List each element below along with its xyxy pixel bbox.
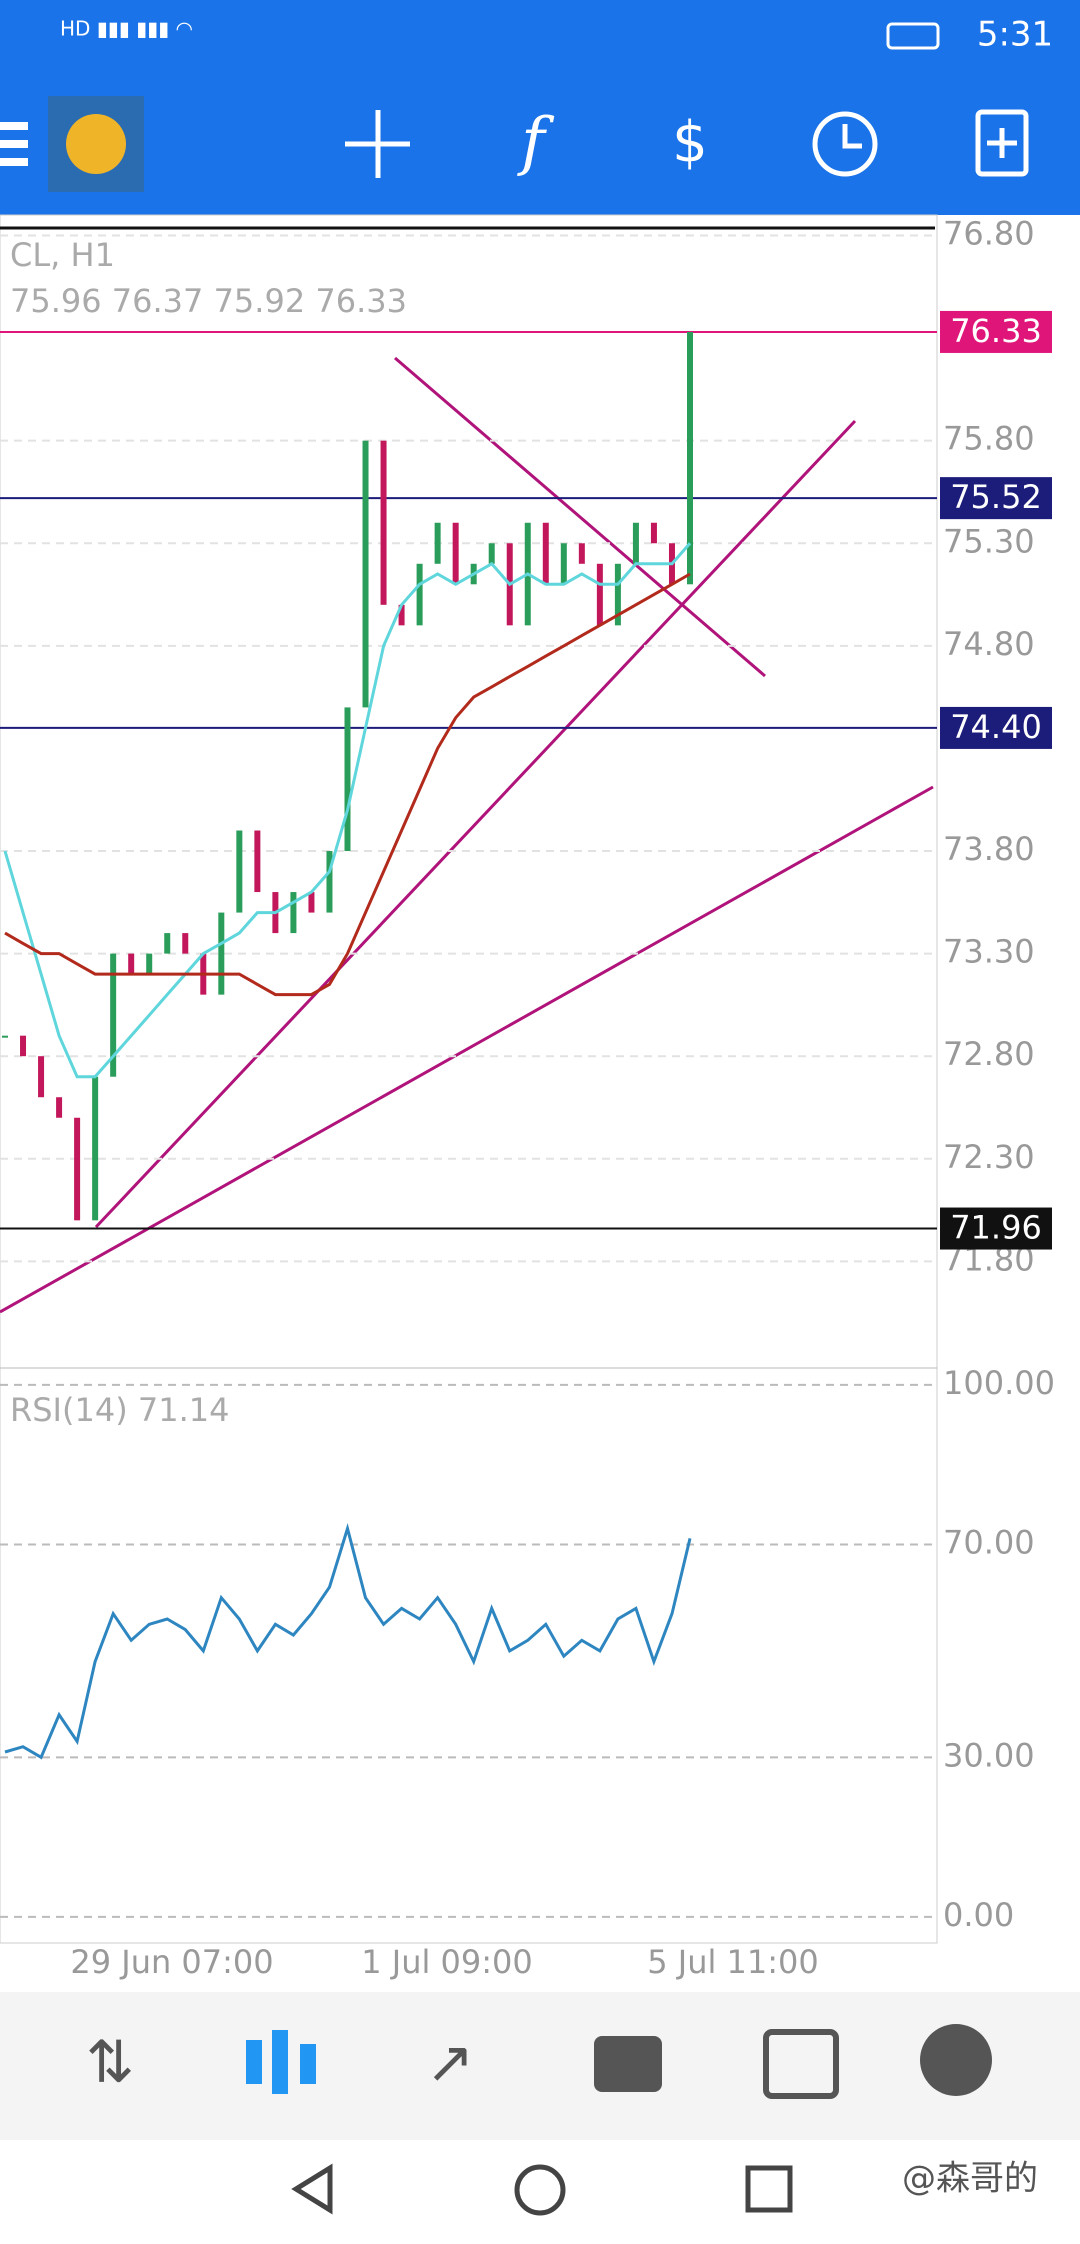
menu-button[interactable] xyxy=(0,122,28,166)
x-tick-label: 1 Jul 09:00 xyxy=(361,1943,533,1981)
recents-button[interactable] xyxy=(745,2165,793,2213)
panel-title: RSI(14) 71.14 xyxy=(10,1391,229,1429)
x-tick-label: 29 Jun 07:00 xyxy=(70,1943,273,1981)
chart-tab[interactable] xyxy=(246,2030,316,2094)
series-line xyxy=(4,572,691,997)
candle xyxy=(236,830,243,913)
timeframe-button[interactable] xyxy=(812,111,878,177)
candle xyxy=(128,953,135,975)
logo-mark xyxy=(66,114,126,174)
candle xyxy=(56,1097,63,1118)
candle xyxy=(650,522,657,544)
candle xyxy=(110,953,117,1077)
trade-tab[interactable]: ↗ xyxy=(426,2028,475,2096)
series-line xyxy=(3,542,692,1079)
y-tick-label: 73.80 xyxy=(943,830,1035,868)
series-line xyxy=(4,1523,692,1760)
new-order-button[interactable] xyxy=(975,109,1029,177)
plot-frame xyxy=(0,214,938,1944)
candle xyxy=(164,933,171,954)
candle xyxy=(326,851,333,913)
candle xyxy=(74,1117,81,1221)
candle xyxy=(182,933,189,954)
candle xyxy=(344,707,351,852)
news-tab[interactable] xyxy=(763,2029,839,2099)
candle xyxy=(92,1076,99,1221)
ohlc-values: 75.96 76.37 75.92 76.33 xyxy=(10,282,407,320)
watermark: @森哥的 xyxy=(902,2159,1038,2199)
chat-tab[interactable] xyxy=(920,2024,992,2096)
candle xyxy=(416,563,423,626)
price-label: 74.40 xyxy=(950,708,1042,746)
candle xyxy=(380,440,387,605)
x-tick-label: 5 Jul 11:00 xyxy=(647,1943,819,1981)
candle xyxy=(614,563,621,626)
candle xyxy=(38,1056,45,1098)
price-label-box xyxy=(940,477,1052,520)
y-tick-label: 75.80 xyxy=(943,420,1035,458)
candle xyxy=(578,543,585,564)
signal-icons: HD ▮▮▮ ▮▮▮ ◠ xyxy=(60,17,193,41)
price-label-box xyxy=(940,706,1052,749)
price-label: 71.96 xyxy=(950,1209,1042,1247)
y-tick-label: 76.80 xyxy=(943,215,1035,253)
price-label: 75.52 xyxy=(950,478,1042,516)
y-tick-label: 72.80 xyxy=(943,1035,1035,1073)
candle xyxy=(254,830,261,893)
battery xyxy=(886,22,940,50)
clock: 5:31 xyxy=(977,15,1053,55)
candle xyxy=(596,563,603,626)
y-tick-label: 0.00 xyxy=(943,1896,1014,1934)
nav-icons: ⇅ ↗ xyxy=(86,2024,992,2099)
bottom-nav xyxy=(0,1992,1080,2140)
history-tab[interactable] xyxy=(594,2036,662,2092)
candle xyxy=(488,543,495,564)
y-tick-label: 100.00 xyxy=(943,1364,1055,1402)
price-label-box xyxy=(940,310,1052,353)
y-tick-label: 74.80 xyxy=(943,625,1035,663)
candle xyxy=(20,1035,27,1057)
system-nav xyxy=(291,2163,793,2216)
app-bar xyxy=(0,0,1080,215)
y-tick-label: 75.30 xyxy=(943,522,1035,560)
candle xyxy=(452,522,459,585)
back-button[interactable] xyxy=(291,2163,333,2215)
crosshair-button[interactable] xyxy=(345,110,410,178)
candle xyxy=(308,892,315,913)
price-label: 76.33 xyxy=(950,312,1042,350)
panel-title: CL, H1 xyxy=(10,236,115,274)
trendlines xyxy=(0,356,934,1314)
candle xyxy=(398,604,405,626)
y-tick-label: 70.00 xyxy=(943,1524,1035,1562)
quotes-tab[interactable]: ⇅ xyxy=(86,2028,135,2096)
candle xyxy=(542,522,549,585)
home-button[interactable] xyxy=(514,2164,566,2216)
candle xyxy=(290,892,297,934)
candle xyxy=(2,1035,8,1038)
candle xyxy=(632,522,639,564)
candle xyxy=(218,912,225,995)
candle xyxy=(687,331,693,585)
candle xyxy=(560,543,567,585)
y-tick-label: 73.30 xyxy=(943,933,1035,971)
price-label-box xyxy=(940,1207,1052,1250)
candle xyxy=(434,522,441,564)
candle xyxy=(362,440,369,708)
candle xyxy=(146,953,153,975)
y-tick-label: 30.00 xyxy=(943,1736,1035,1774)
chart-area xyxy=(0,214,938,1944)
y-tick-label: 72.30 xyxy=(943,1138,1035,1176)
trade-button[interactable]: $ xyxy=(672,110,708,175)
